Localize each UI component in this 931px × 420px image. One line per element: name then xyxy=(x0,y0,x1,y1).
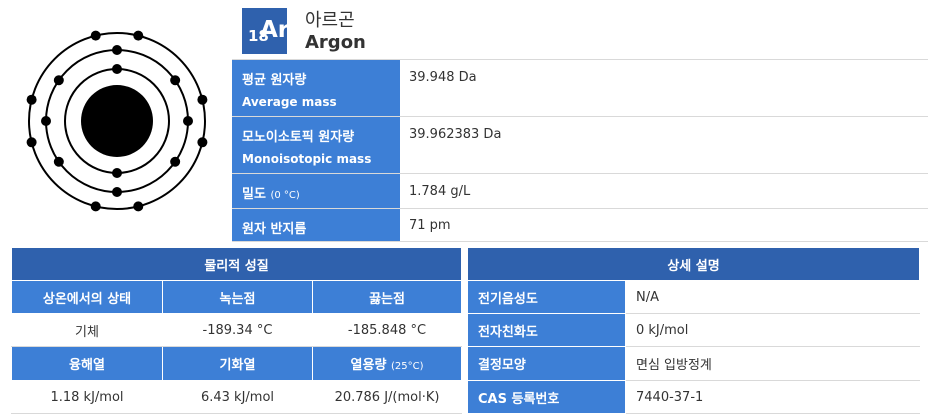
atomic-radius-label: 원자 반지름 xyxy=(232,209,400,241)
state-header: 상온에서의 상태 xyxy=(11,280,163,314)
melting-point-header: 녹는점 xyxy=(162,280,313,314)
electron-shell-3-dot xyxy=(197,94,208,105)
electron-shell-2-dot xyxy=(112,45,122,55)
electron-shell-3-dot xyxy=(26,94,37,105)
electrons xyxy=(26,30,208,212)
bohr-model-diagram xyxy=(26,30,208,212)
average-mass-value: 39.948 Da xyxy=(409,70,477,85)
detail-description-table: 상세 설명 전기음성도 N/A 전자친화도 0 kJ/mol 결정모양 면심 입… xyxy=(467,247,920,414)
electron-shell-2-dot xyxy=(112,187,122,197)
electron-shell-3-dot xyxy=(26,137,37,148)
heat-of-fusion-value: 1.18 kJ/mol xyxy=(11,380,163,414)
crystal-structure-label: 결정모양 xyxy=(467,346,626,381)
density-row: 밀도 (0 °C) 1.784 g/L xyxy=(232,174,928,209)
monoisotopic-mass-row: 모노이소토픽 원자량 Monoisotopic mass 39.962383 D… xyxy=(232,117,928,174)
electron-shell-3-dot xyxy=(90,30,101,41)
element-symbol-badge: 18 Ar xyxy=(242,8,290,54)
electron-shell-3-dot xyxy=(197,137,208,148)
boiling-point-value: -185.848 °C xyxy=(311,313,463,347)
density-label-note: (0 °C) xyxy=(270,190,300,201)
electron-shell-3-dot xyxy=(90,201,101,212)
monoisotopic-mass-label: 모노이소토픽 원자량 Monoisotopic mass xyxy=(232,117,400,173)
electronegativity-label: 전기음성도 xyxy=(467,280,626,314)
atomic-radius-row: 원자 반지름 71 pm xyxy=(232,209,928,242)
atomic-radius-label-ko: 원자 반지름 xyxy=(242,222,307,237)
electron-shell-3-dot xyxy=(133,30,144,41)
electron-shell-2-dot xyxy=(53,156,64,167)
heat-capacity-header: 열용량 (25°C) xyxy=(311,346,463,381)
element-header: 18 Ar 아르곤 Argon xyxy=(232,0,928,60)
average-mass-row: 평균 원자량 Average mass 39.948 Da xyxy=(232,60,928,117)
element-name-korean: 아르곤 xyxy=(305,10,355,31)
melting-point-value: -189.34 °C xyxy=(162,313,313,347)
heat-of-vaporization-header: 기화열 xyxy=(162,346,313,381)
electron-shell-2-dot xyxy=(53,75,64,86)
density-label-text: 밀도 (0 °C) xyxy=(242,183,400,202)
heat-of-fusion-header: 융해열 xyxy=(11,346,163,381)
monoisotopic-mass-label-en: Monoisotopic mass xyxy=(242,152,372,166)
cas-number-value: 7440-37-1 xyxy=(625,380,920,414)
heat-of-vaporization-value: 6.43 kJ/mol xyxy=(162,380,313,414)
heat-capacity-value: 20.786 J/(mol·K) xyxy=(311,380,463,414)
electron-affinity-value: 0 kJ/mol xyxy=(625,313,920,347)
atomic-radius-value: 71 pm xyxy=(409,218,451,233)
electron-shell-1-dot xyxy=(112,168,122,178)
electron-shell-3-dot xyxy=(133,201,144,212)
monoisotopic-mass-label-ko: 모노이소토픽 원자량 xyxy=(242,130,355,145)
electron-shell-1-dot xyxy=(112,64,122,74)
electron-shell-2-dot xyxy=(183,116,193,126)
crystal-structure-value: 면심 입방정계 xyxy=(625,346,920,381)
cas-number-label: CAS 등록번호 xyxy=(467,380,626,414)
density-label-ko: 밀도 xyxy=(242,187,266,202)
nucleus xyxy=(81,85,153,157)
physical-properties-title: 물리적 성질 xyxy=(10,247,463,281)
boiling-point-header: 끓는점 xyxy=(311,280,463,314)
electron-shell-2-dot xyxy=(170,156,181,167)
electron-affinity-label: 전자친화도 xyxy=(467,313,626,347)
heat-capacity-header-text: 열용량 xyxy=(350,358,387,373)
average-mass-label-en: Average mass xyxy=(242,95,337,109)
heat-capacity-note: (25°C) xyxy=(390,361,424,372)
electron-shell-2-dot xyxy=(170,75,181,86)
electron-shell-3 xyxy=(28,32,206,210)
detail-description-title: 상세 설명 xyxy=(467,247,920,281)
average-mass-label-ko: 평균 원자량 xyxy=(242,73,307,88)
physical-properties-table: 물리적 성질 상온에서의 상태 녹는점 끓는점 기체 -189.34 °C -1… xyxy=(10,247,463,414)
element-name-english: Argon xyxy=(305,32,366,53)
electron-shell-2-dot xyxy=(41,116,51,126)
element-symbol: Ar xyxy=(260,17,290,43)
state-value: 기체 xyxy=(11,313,163,347)
electronegativity-value: N/A xyxy=(625,280,920,314)
density-label: 밀도 (0 °C) xyxy=(232,174,400,208)
average-mass-label: 평균 원자량 Average mass xyxy=(232,60,400,116)
density-value: 1.784 g/L xyxy=(409,184,471,199)
atomic-number: 18 xyxy=(248,27,269,45)
monoisotopic-mass-value: 39.962383 Da xyxy=(409,127,502,142)
